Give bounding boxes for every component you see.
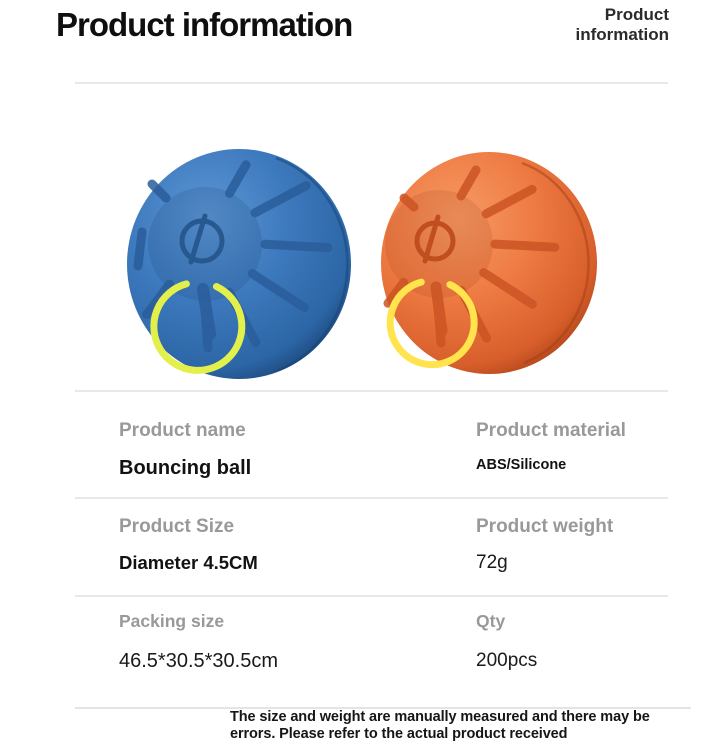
seam-line: [275, 156, 349, 372]
packing-size-label: Packing size: [119, 611, 225, 631]
product-weight-label: Product weight: [476, 516, 614, 537]
product-weight-value: 72g: [476, 552, 508, 573]
ball-body: [127, 149, 351, 379]
corner-label: Product information: [575, 5, 670, 44]
product-size-value: Diameter 4.5CM: [119, 552, 258, 573]
orange-ball: [381, 152, 597, 374]
divider: [75, 82, 668, 84]
button-plateau: [385, 190, 493, 298]
blue-ball: [127, 149, 351, 379]
product-material-value: ABS/Silicone: [476, 457, 567, 473]
divider: [75, 390, 668, 392]
power-icon: [414, 214, 456, 264]
disclaimer-note: The size and weight are manually measure…: [230, 709, 650, 742]
glow-ring: [150, 280, 246, 374]
packing-size-value: 46.5*30.5*30.5cm: [119, 650, 279, 672]
glow-ring: [386, 278, 478, 369]
page-title: Product information: [56, 6, 353, 43]
divider: [75, 707, 691, 709]
groove-pattern: [133, 160, 333, 353]
product-name-label: Product name: [119, 420, 246, 441]
qty-value: 200pcs: [476, 650, 538, 671]
product-size-label: Product Size: [119, 516, 235, 537]
product-material-label: Product material: [476, 420, 626, 441]
divider: [75, 497, 668, 499]
qty-label: Qty: [476, 611, 506, 631]
button-plateau: [148, 187, 262, 301]
divider: [75, 595, 668, 597]
power-icon: [179, 213, 225, 265]
product-name-value: Bouncing ball: [119, 457, 252, 479]
seam-line: [521, 161, 590, 365]
